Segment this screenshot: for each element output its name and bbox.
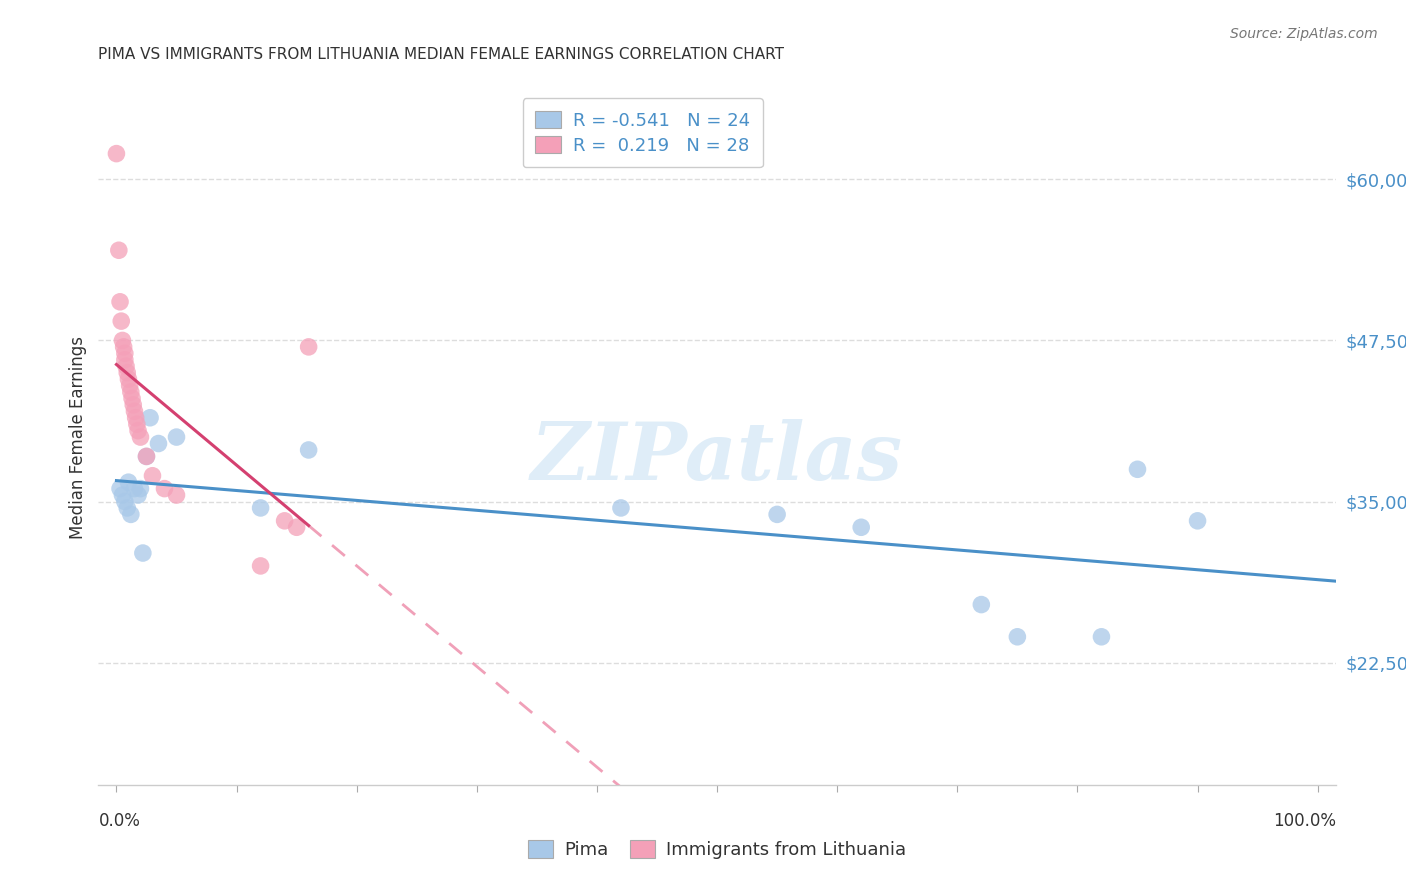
Point <box>153 482 176 496</box>
Point <box>108 482 131 496</box>
Point <box>132 546 155 560</box>
Point <box>110 314 132 328</box>
Point <box>105 146 128 161</box>
Point <box>117 475 139 490</box>
Point <box>148 436 170 450</box>
Point <box>114 346 136 360</box>
Point <box>298 340 321 354</box>
Point <box>273 514 295 528</box>
Point <box>122 398 145 412</box>
Point <box>127 488 149 502</box>
Point <box>166 430 188 444</box>
Text: 100.0%: 100.0% <box>1272 812 1336 830</box>
Point <box>1187 514 1209 528</box>
Point <box>114 494 136 508</box>
Point <box>121 392 143 406</box>
Point <box>141 468 163 483</box>
Point <box>114 352 136 367</box>
Point <box>285 520 308 534</box>
Point <box>1126 462 1149 476</box>
Point <box>970 598 993 612</box>
Text: 0.0%: 0.0% <box>98 812 141 830</box>
Point <box>249 500 271 515</box>
Point <box>1007 630 1029 644</box>
Point <box>124 482 146 496</box>
Point <box>111 334 134 348</box>
Point <box>108 294 131 309</box>
Point <box>108 244 131 258</box>
Point <box>115 359 138 374</box>
Point <box>129 482 152 496</box>
Point <box>129 430 152 444</box>
Point <box>1090 630 1112 644</box>
Point <box>118 378 141 392</box>
Legend: Pima, Immigrants from Lithuania: Pima, Immigrants from Lithuania <box>520 833 914 866</box>
Text: ZIPatlas: ZIPatlas <box>531 419 903 497</box>
Point <box>124 404 146 418</box>
Point <box>117 366 139 380</box>
Point <box>766 508 789 522</box>
Text: Source: ZipAtlas.com: Source: ZipAtlas.com <box>1230 27 1378 41</box>
Point <box>610 500 633 515</box>
Point <box>111 488 134 502</box>
Point <box>124 410 146 425</box>
Point <box>298 442 321 457</box>
Point <box>851 520 873 534</box>
Point <box>135 450 157 464</box>
Point <box>139 410 162 425</box>
Text: PIMA VS IMMIGRANTS FROM LITHUANIA MEDIAN FEMALE EARNINGS CORRELATION CHART: PIMA VS IMMIGRANTS FROM LITHUANIA MEDIAN… <box>98 47 785 62</box>
Point <box>135 450 157 464</box>
Point <box>125 417 148 432</box>
Point <box>249 558 271 573</box>
Point <box>117 372 139 386</box>
Point <box>166 488 188 502</box>
Point <box>127 424 149 438</box>
Point <box>120 508 142 522</box>
Point <box>120 384 142 399</box>
Y-axis label: Median Female Earnings: Median Female Earnings <box>69 335 87 539</box>
Point <box>117 500 139 515</box>
Point <box>112 340 135 354</box>
